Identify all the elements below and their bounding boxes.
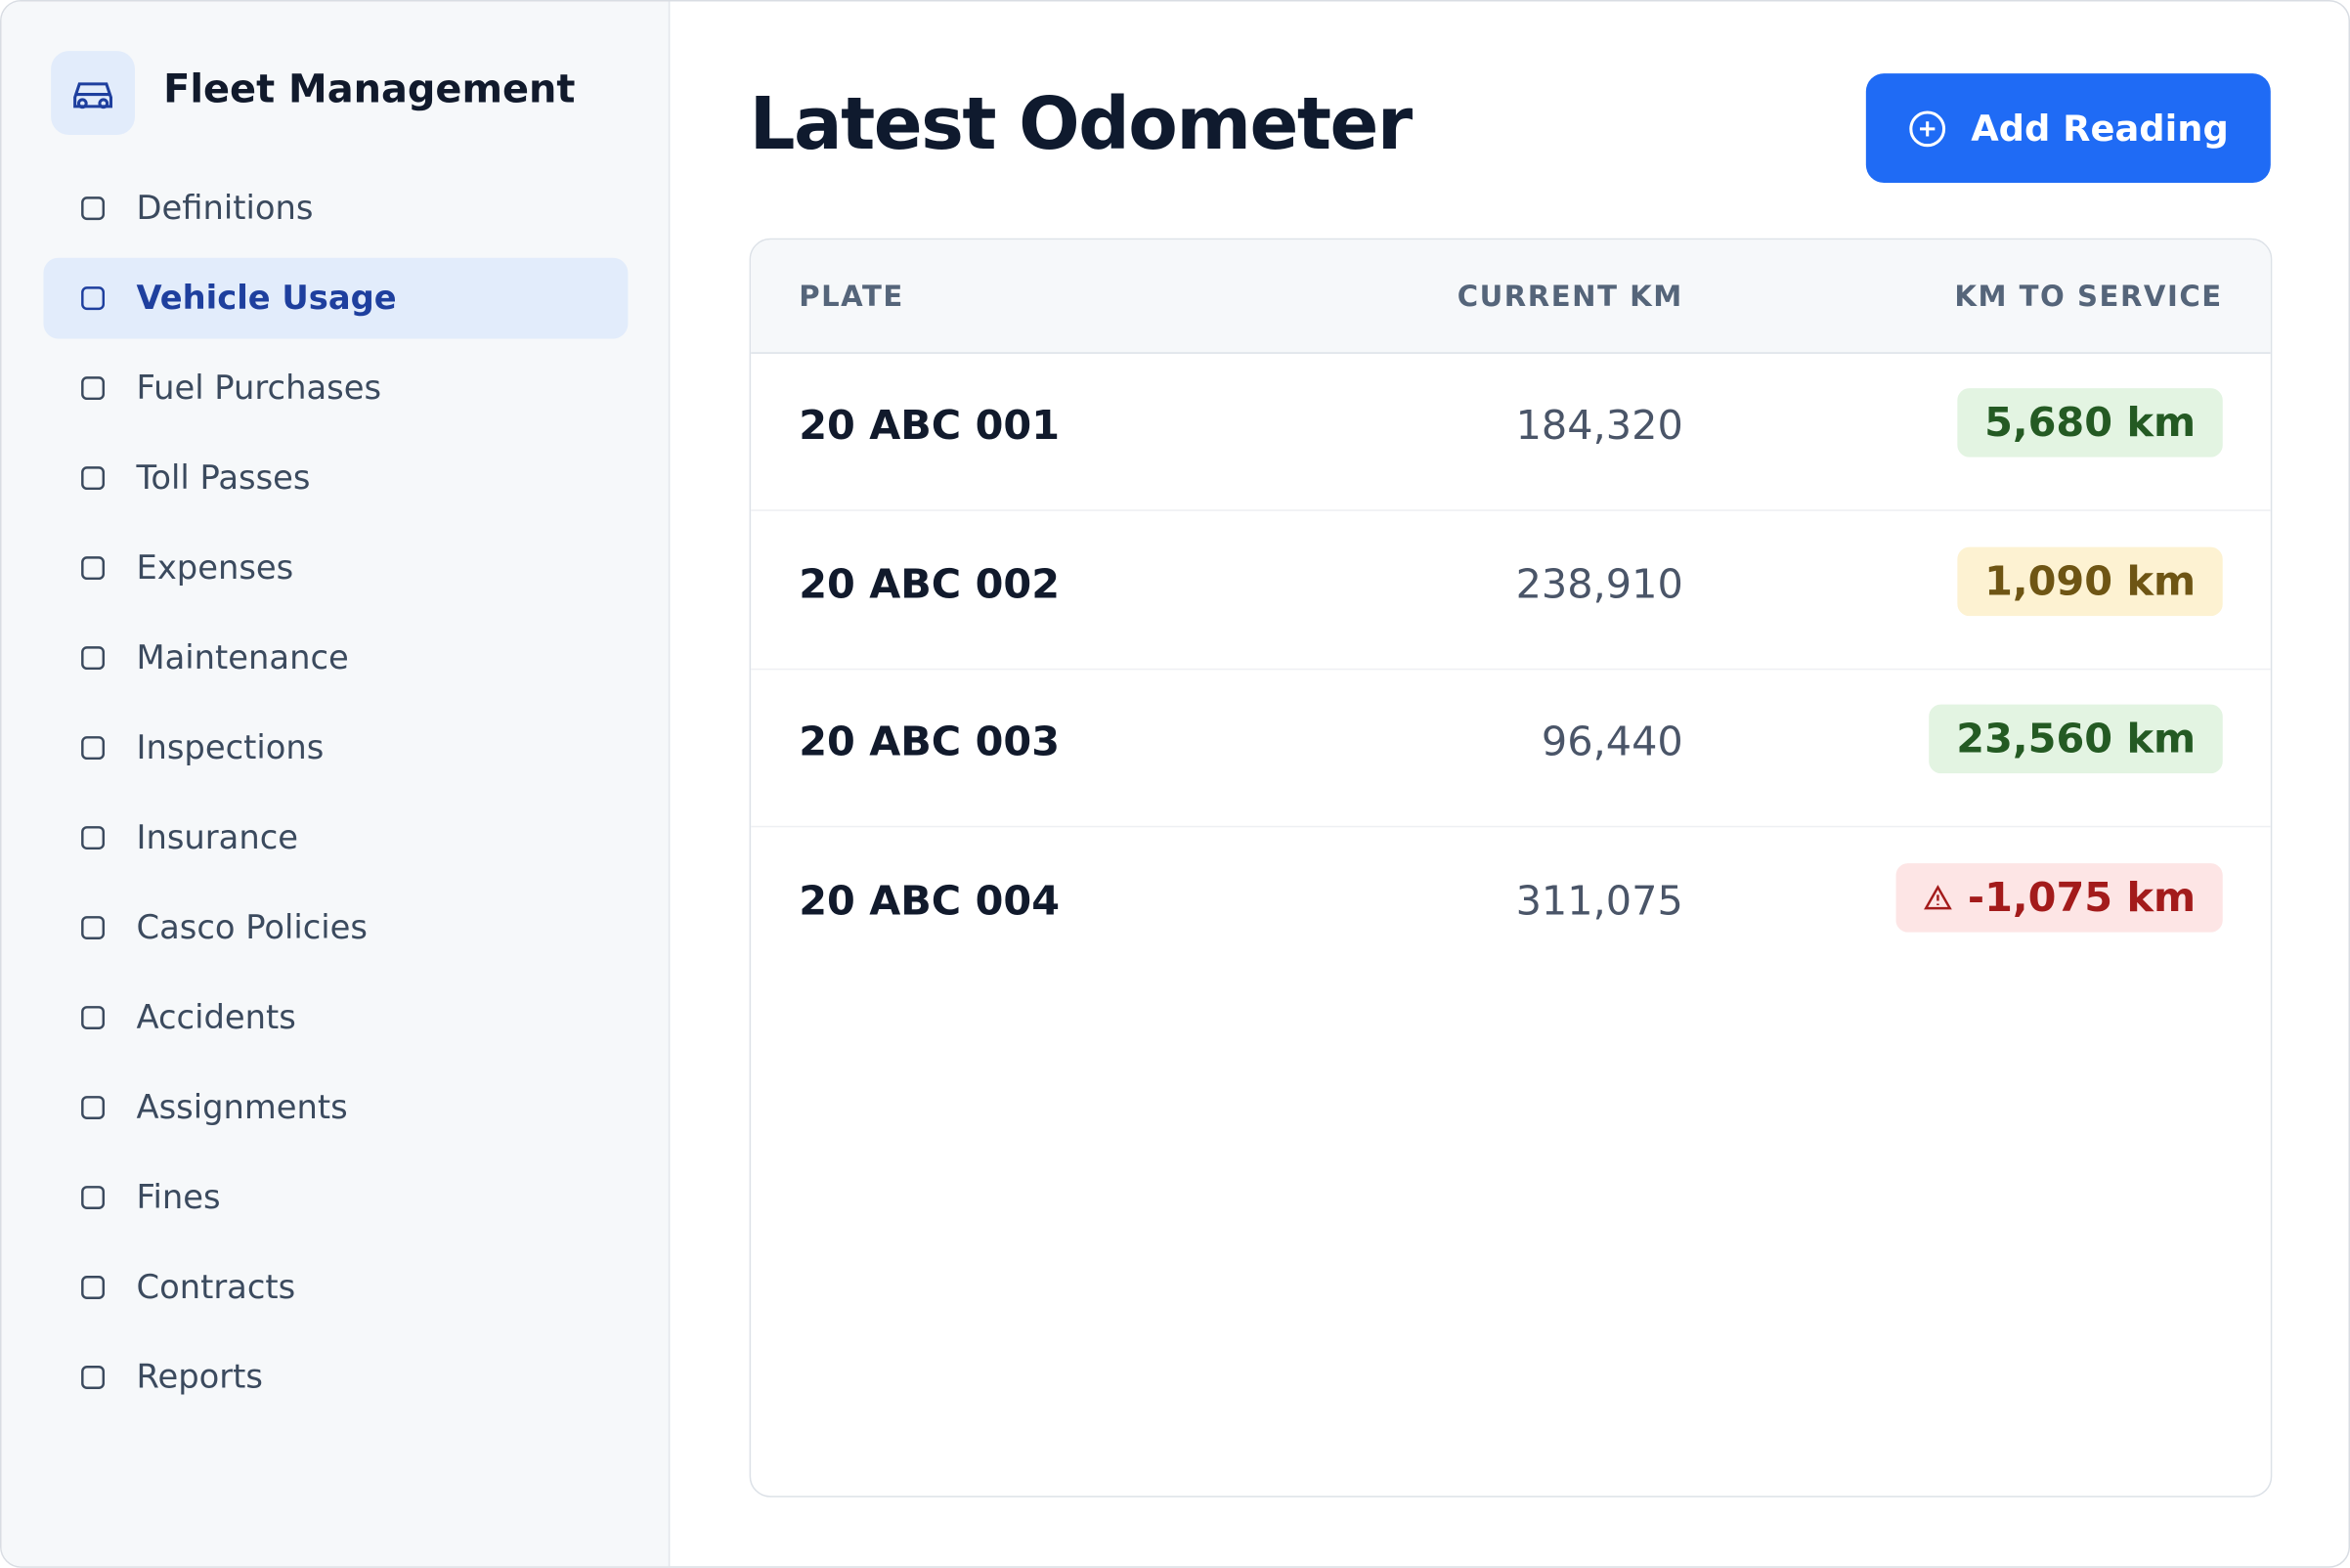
nav-item[interactable]: Casco Policies (43, 888, 628, 969)
nav-item[interactable]: Inspections (43, 708, 628, 789)
current-km: 96,440 (1541, 719, 1683, 766)
nav-item[interactable]: Accidents (43, 978, 628, 1059)
service-badge: 5,680 km (1957, 388, 2223, 457)
brand-icon (51, 51, 135, 135)
nav-item[interactable]: Vehicle Usage (43, 257, 629, 339)
current-km: 238,910 (1515, 561, 1683, 609)
plate: 20 ABC 001 (799, 403, 1061, 450)
nav-item[interactable]: Contracts (43, 1247, 628, 1328)
km-to-service: 23,560 km (1956, 716, 2197, 762)
nav-label: Toll Passes (136, 458, 311, 498)
nav-label: Contracts (136, 1268, 296, 1307)
service-badge: -1,075 km (1895, 863, 2223, 933)
odometer-table: PLATE CURRENT KM KM TO SERVICE 20 ABC 00… (749, 238, 2273, 1498)
km-to-service: 1,090 km (1984, 558, 2197, 605)
nav-label: Fines (136, 1178, 221, 1217)
column-header: KM TO SERVICE (1954, 280, 2223, 314)
nav-label: Inspections (136, 728, 325, 767)
nav-label: Fuel Purchases (136, 369, 382, 408)
nav-item[interactable]: Fines (43, 1157, 628, 1239)
table-row[interactable]: 20 ABC 003 96,440 23,560 km (751, 669, 2271, 828)
km-to-service: -1,075 km (1967, 874, 2197, 922)
brand-name: Fleet Management (163, 66, 576, 112)
nav-item[interactable]: Insurance (43, 798, 628, 879)
nav-label: Expenses (136, 548, 294, 588)
nav-label: Definitions (136, 189, 314, 228)
column-header: CURRENT KM (1457, 280, 1683, 314)
nav-label: Assignments (136, 1088, 348, 1127)
table-row[interactable]: 20 ABC 002 238,910 1,090 km (751, 511, 2271, 671)
plate: 20 ABC 003 (799, 719, 1061, 766)
plate: 20 ABC 002 (799, 561, 1061, 609)
nav-item[interactable]: Fuel Purchases (43, 348, 628, 429)
nav-item[interactable]: Maintenance (43, 618, 628, 699)
nav-label: Maintenance (136, 638, 349, 677)
service-badge: 23,560 km (1929, 704, 2223, 774)
page-title: Latest Odometer (749, 82, 1414, 167)
plate: 20 ABC 004 (799, 878, 1061, 925)
nav-item[interactable]: Definitions (43, 168, 628, 249)
button-label: Add Reading (1971, 107, 2229, 150)
nav-label: Reports (136, 1358, 263, 1397)
nav-label: Casco Policies (136, 908, 368, 947)
nav-item[interactable]: Reports (43, 1337, 628, 1418)
column-header: PLATE (799, 280, 904, 314)
table-header: PLATE CURRENT KM KM TO SERVICE (751, 240, 2271, 354)
add-reading-button[interactable]: Add Reading (1865, 73, 2271, 184)
nav-item[interactable]: Assignments (43, 1067, 628, 1149)
table-row[interactable]: 20 ABC 001 184,320 5,680 km (751, 352, 2271, 511)
current-km: 311,075 (1515, 878, 1683, 925)
sidebar: Fleet Management Definitions Vehicle Usag… (1, 1, 671, 1567)
km-to-service: 5,680 km (1984, 399, 2197, 447)
service-badge: 1,090 km (1957, 546, 2223, 617)
nav-item[interactable]: Expenses (43, 528, 628, 609)
nav-label: Accidents (136, 998, 296, 1037)
warning-icon (1923, 885, 1952, 910)
nav-label: Insurance (136, 818, 299, 857)
nav-label: Vehicle Usage (136, 279, 397, 318)
current-km: 184,320 (1515, 403, 1683, 450)
table-row[interactable]: 20 ABC 004 311,075 -1,075 km (751, 827, 2271, 984)
nav-item[interactable]: Toll Passes (43, 438, 628, 519)
